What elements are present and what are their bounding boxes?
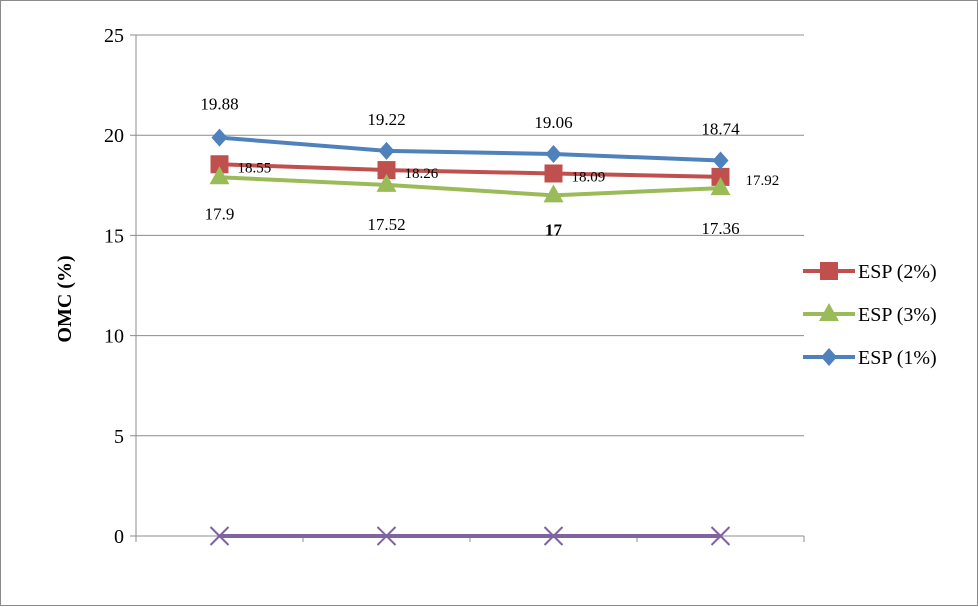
data-label: 17.9 [205, 204, 235, 223]
data-label: 18.26 [405, 166, 439, 182]
data-label: 18.09 [572, 169, 606, 185]
data-point [545, 164, 563, 182]
data-label: 17.52 [367, 215, 405, 234]
legend-label: ESP (3%) [858, 304, 937, 326]
data-label: 18.55 [238, 160, 272, 176]
data-point [546, 145, 562, 163]
data-point [713, 151, 729, 169]
legend-label: ESP (1%) [858, 347, 937, 369]
legend-marker [820, 262, 838, 280]
data-label: 18.74 [701, 119, 740, 138]
series-line [220, 164, 721, 177]
y-tick-label: 10 [104, 326, 124, 348]
y-tick-label: 15 [104, 225, 124, 247]
legend-label: ESP (2%) [858, 261, 937, 283]
y-tick-label: 25 [104, 25, 124, 47]
legend-marker [821, 348, 837, 366]
y-tick-label: 0 [114, 526, 124, 548]
y-tick-label: 20 [104, 125, 124, 147]
series-line [220, 138, 721, 161]
data-point [212, 129, 228, 147]
data-label: 19.22 [367, 110, 405, 129]
y-axis-title: OMC (%) [54, 255, 76, 342]
y-tick-label: 5 [114, 426, 124, 448]
data-label: 17.92 [746, 173, 780, 189]
data-point [379, 142, 395, 160]
data-label: 17 [545, 220, 563, 239]
data-label: 17.36 [701, 219, 739, 238]
data-label: 19.88 [200, 95, 238, 114]
series-line [220, 177, 721, 195]
data-label: 19.06 [534, 113, 572, 132]
